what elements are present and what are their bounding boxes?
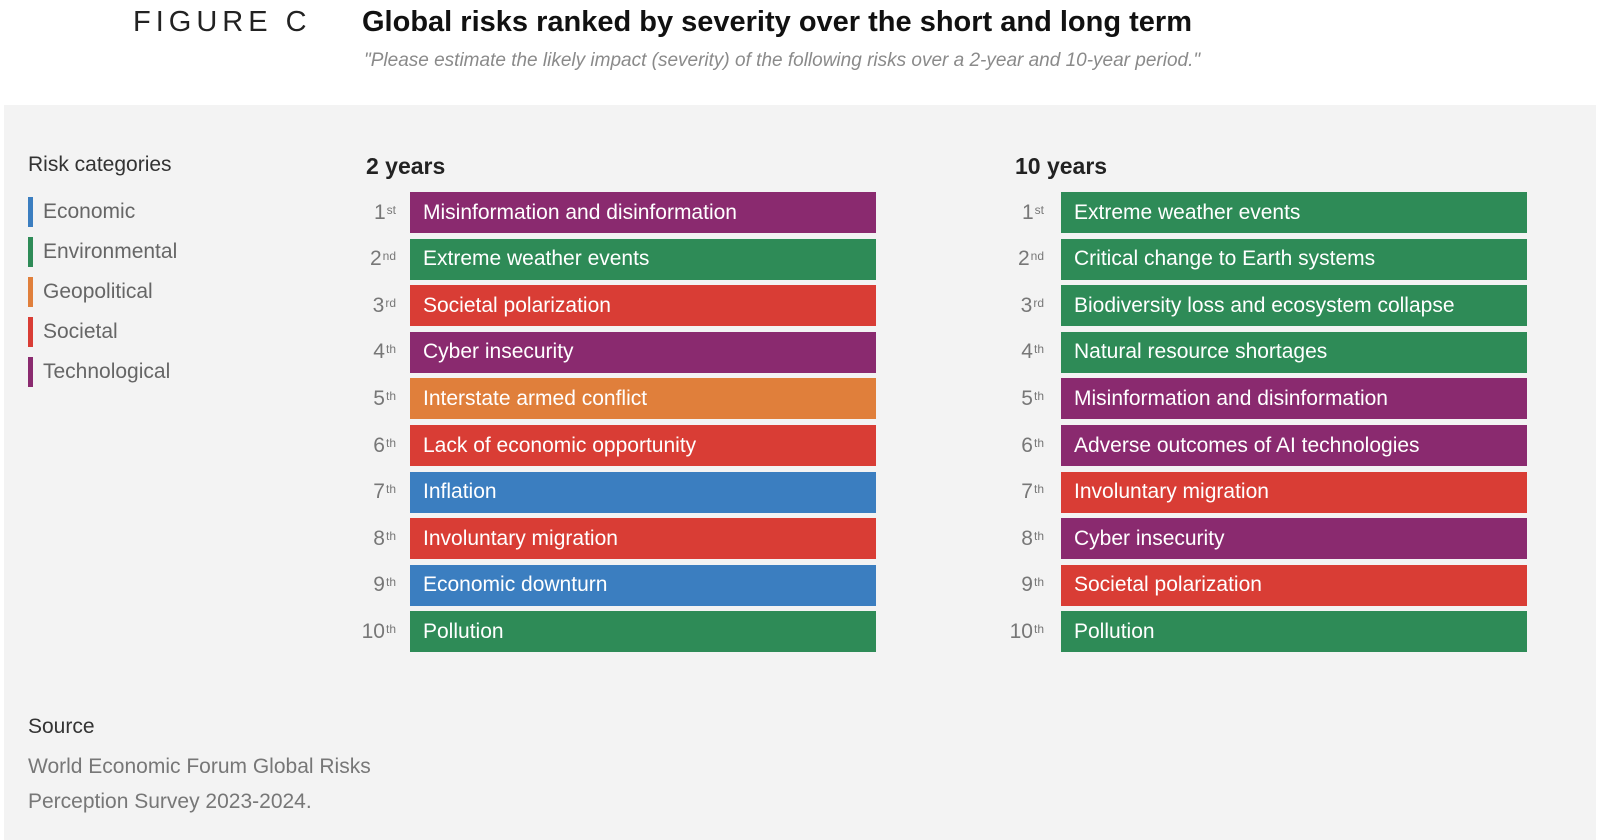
- legend-swatch: [28, 197, 33, 227]
- legend-item-societal: Societal: [28, 312, 177, 352]
- chart-subtitle: "Please estimate the likely impact (seve…: [364, 50, 1201, 71]
- risk-bar: Interstate armed conflict: [410, 378, 876, 420]
- legend-label: Geopolitical: [43, 280, 153, 303]
- chart-title: Global risks ranked by severity over the…: [362, 6, 1192, 38]
- legend-item-economic: Economic: [28, 192, 177, 232]
- risk-bar: Pollution: [410, 611, 876, 653]
- legend-label: Societal: [43, 320, 118, 343]
- legend-item-technological: Technological: [28, 352, 177, 392]
- column-title-10-years: 10 years: [1015, 153, 1108, 179]
- legend-label: Economic: [43, 200, 136, 223]
- column-title-2-years: 2 years: [366, 153, 446, 179]
- legend-title: Risk categories: [28, 153, 172, 176]
- legend-item-environmental: Environmental: [28, 232, 177, 272]
- risk-bar: Cyber insecurity: [1061, 518, 1527, 560]
- risk-bar: Extreme weather events: [410, 238, 876, 280]
- risk-bar: Misinformation and disinformation: [1061, 378, 1527, 420]
- risk-bar: Lack of economic opportunity: [410, 425, 876, 466]
- risk-bar: Involuntary migration: [410, 518, 876, 560]
- risk-bar: Pollution: [1061, 611, 1527, 653]
- legend-label: Environmental: [43, 240, 178, 263]
- risk-bar: Biodiversity loss and ecosystem collapse: [1061, 285, 1527, 327]
- legend-swatch: [28, 317, 33, 347]
- legend-label: Technological: [43, 360, 171, 383]
- risk-bar: Economic downturn: [410, 564, 876, 606]
- risk-bar: Involuntary migration: [1061, 471, 1527, 513]
- legend-swatch: [28, 277, 33, 307]
- risk-bar: Societal polarization: [1061, 564, 1527, 606]
- chart-panel: Risk categories Economic Environmental G…: [4, 105, 1596, 840]
- risk-bar: Misinformation and disinformation: [410, 192, 876, 233]
- source-title: Source: [28, 715, 95, 738]
- source-text: World Economic Forum Global Risks Percep…: [28, 755, 371, 813]
- legend-swatch: [28, 237, 33, 267]
- risk-bar: Critical change to Earth systems: [1061, 238, 1527, 280]
- risk-bar: Natural resource shortages: [1061, 331, 1527, 373]
- legend-item-geopolitical: Geopolitical: [28, 272, 177, 312]
- legend: Risk categories Economic Environmental G…: [28, 153, 177, 392]
- risk-bar: Cyber insecurity: [410, 331, 876, 373]
- risk-bar: Extreme weather events: [1061, 192, 1527, 233]
- risk-bar: Inflation: [410, 471, 876, 513]
- figure-label: FIGURE C: [133, 6, 312, 38]
- risk-bar: Societal polarization: [410, 285, 876, 327]
- risk-bar: Adverse outcomes of AI technologies: [1061, 425, 1527, 466]
- source-note: Source World Economic Forum Global Risks…: [28, 715, 408, 819]
- legend-swatch: [28, 357, 33, 387]
